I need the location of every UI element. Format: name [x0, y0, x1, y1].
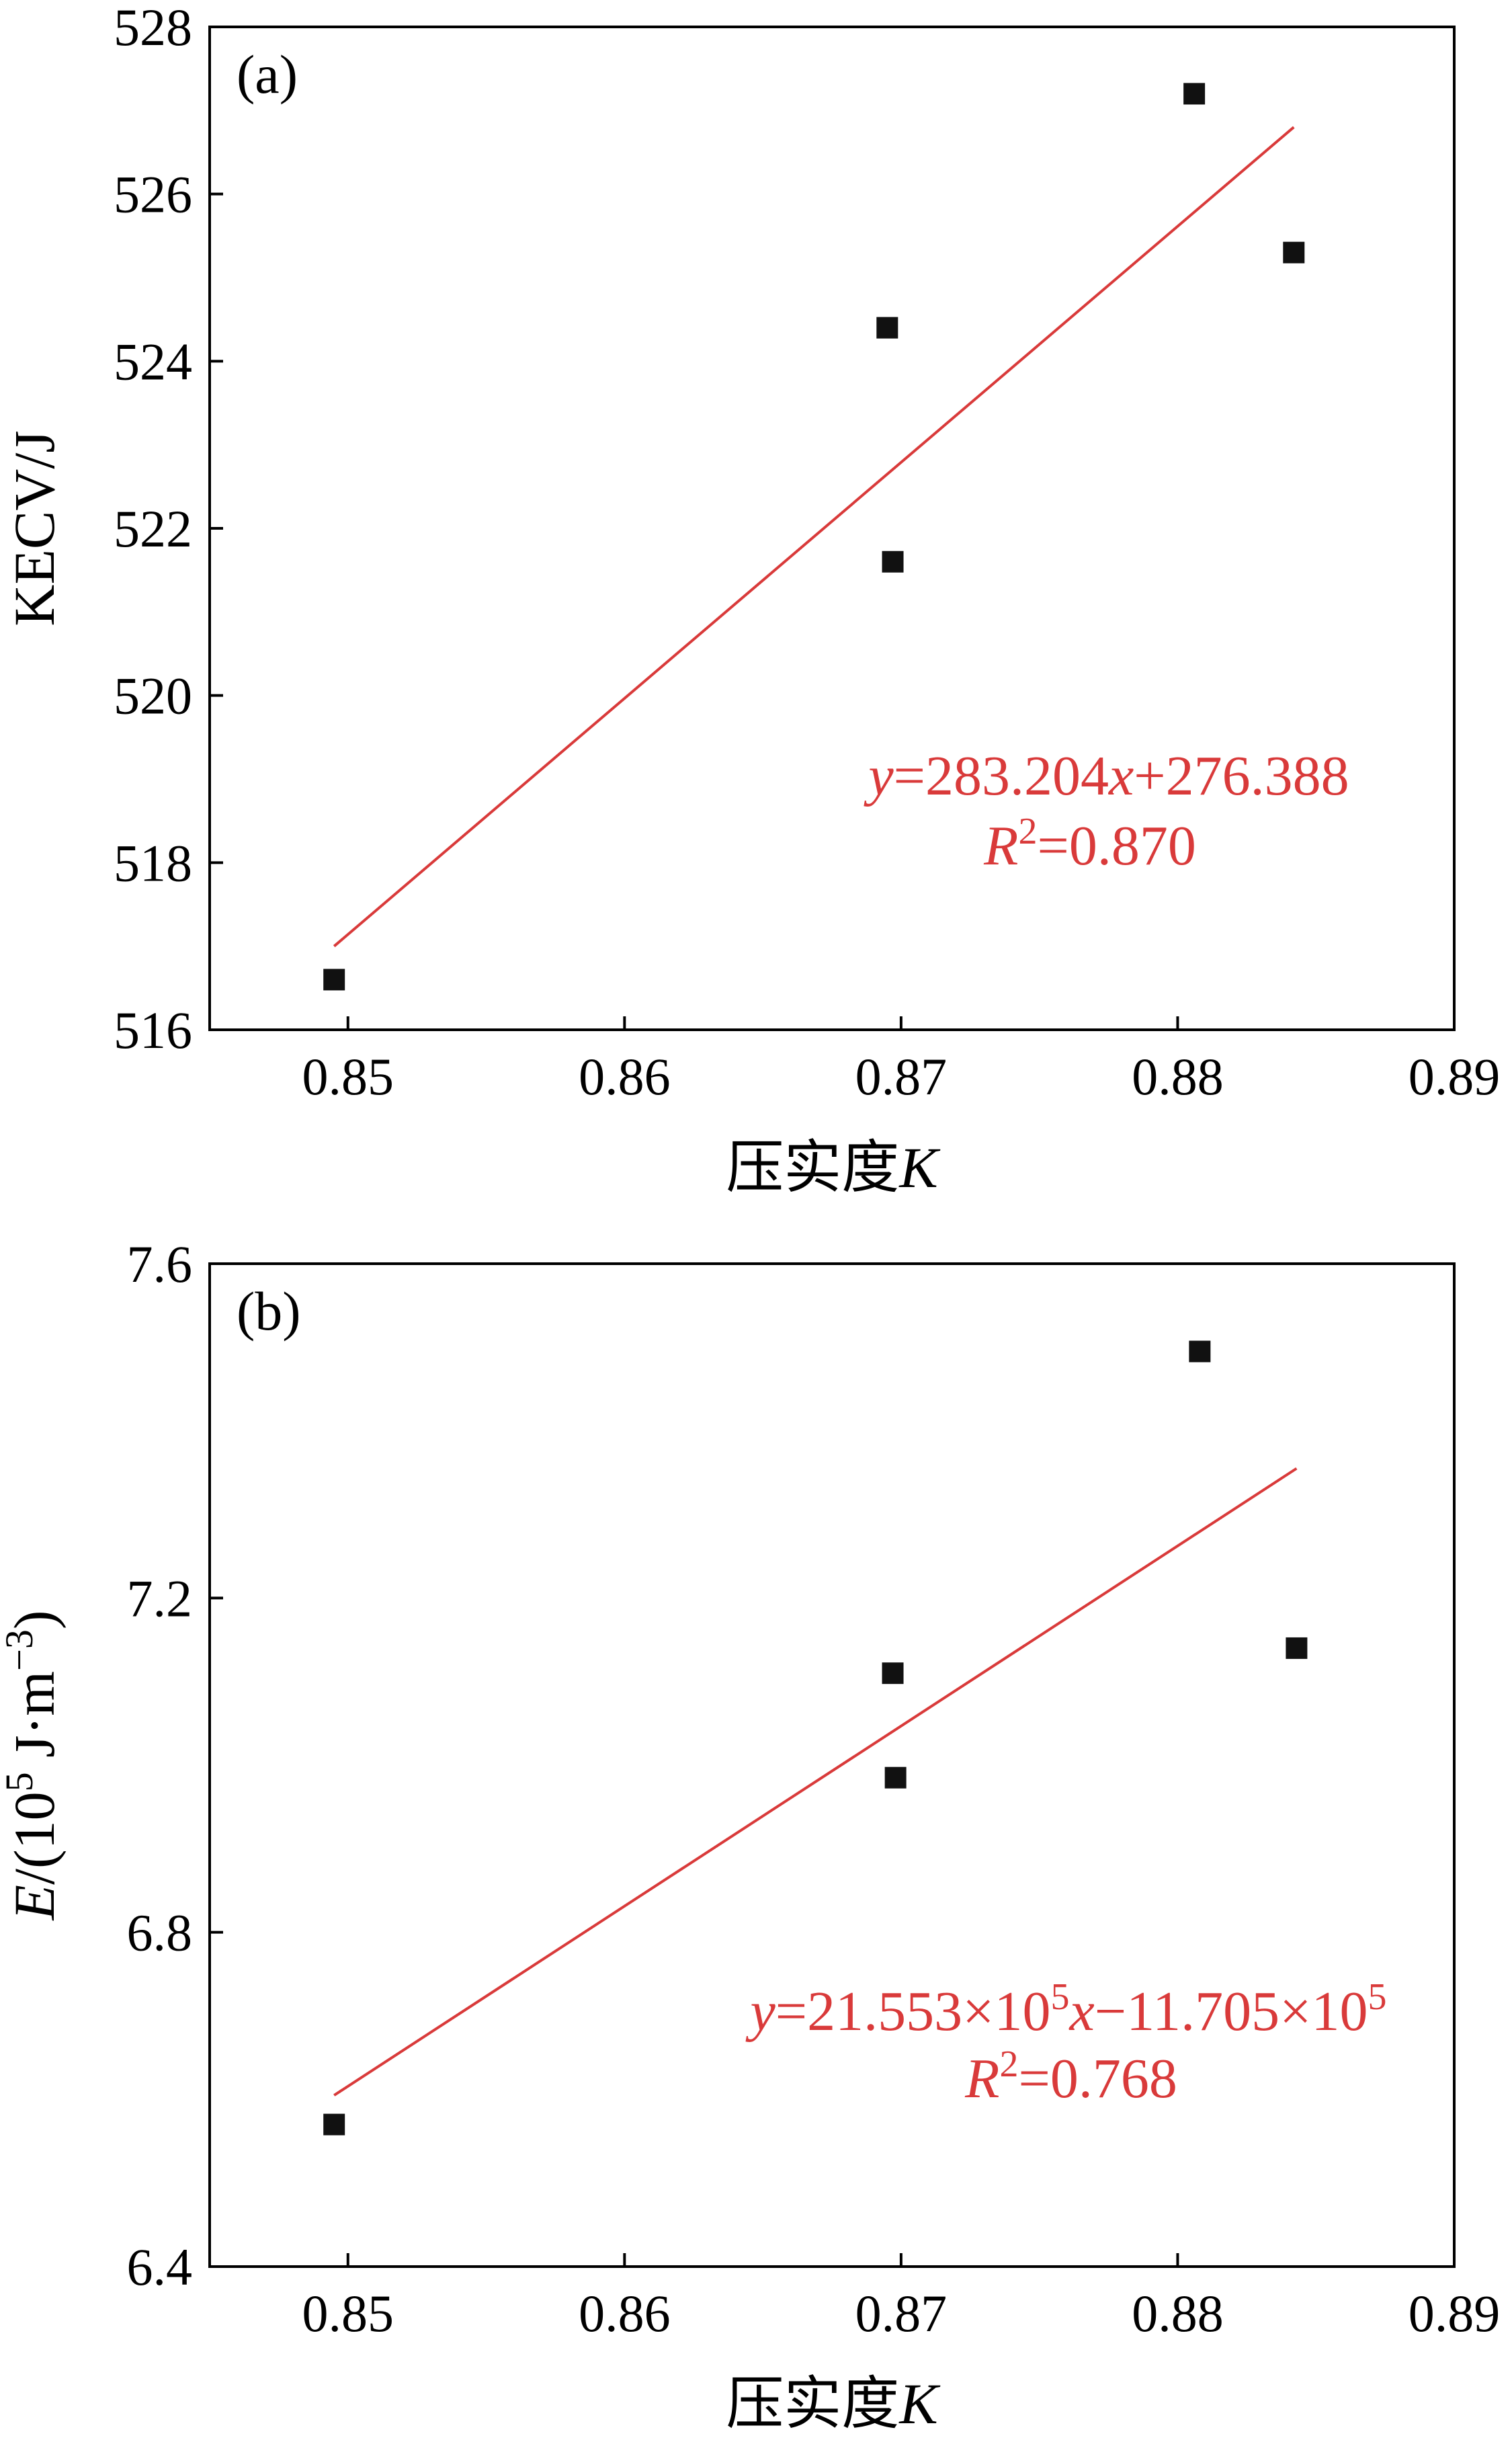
fit-line-b	[333, 1467, 1298, 2097]
r-squared-b: R2=0.768	[964, 2043, 1177, 2110]
fit-line-segment-a	[333, 126, 1295, 948]
panel-b: 0.85 0.86 0.87 0.88 0.89 6.4 6.8 7.2 7.6 (b) 压实…	[0, 1235, 1500, 2436]
y-tick-label-a-4: 524	[114, 332, 192, 391]
r-squared-a: R2=0.870	[983, 811, 1196, 877]
points-b	[323, 1340, 1308, 2136]
y-tick-label-a-1: 518	[114, 834, 192, 892]
fit-line-a	[333, 126, 1295, 948]
x-tick-label-b-1: 0.86	[579, 2284, 671, 2343]
y-tick-label-b-3: 7.6	[127, 1235, 193, 1293]
panel-a: 0.85 0.86 0.87 0.88 0.89 5165185205225245265…	[2, 0, 1500, 1200]
data-point-b-3	[1189, 1340, 1211, 1363]
panel-label-a: (a)	[237, 44, 298, 105]
ticks-b	[210, 1262, 1456, 2268]
y-tick-labels-b: 6.4 6.8 7.2 7.6	[127, 1235, 193, 2296]
data-point-a-3	[1183, 83, 1206, 105]
y-tick-label-a-6: 528	[114, 0, 192, 56]
data-point-b-0	[323, 2113, 345, 2136]
y-axis-label-a: KECV/J	[2, 430, 67, 626]
ticks-a	[210, 26, 1456, 1031]
x-tick-label-a-0: 0.85	[302, 1047, 394, 1106]
x-tick-label-b-0: 0.85	[302, 2284, 394, 2343]
panel-label-b: (b)	[237, 1281, 301, 1342]
x-axis-label-b: 压实度K	[726, 2371, 941, 2436]
fit-equation-a: y=283.204x+276.388	[863, 745, 1349, 807]
data-point-b-2	[884, 1766, 907, 1789]
y-tick-label-a-5: 526	[114, 165, 192, 224]
x-tick-labels-a: 0.85 0.86 0.87 0.88 0.89	[302, 1047, 1501, 1106]
x-axis-label-a: 压实度K	[726, 1135, 941, 1200]
data-point-a-4	[1283, 241, 1305, 263]
y-axis-label-b: E/(105 J·m−3)	[0, 1611, 67, 1922]
plot-frame-a	[208, 26, 1456, 1031]
data-point-b-1	[882, 1662, 904, 1684]
y-tick-label-b-2: 7.2	[127, 1569, 193, 1627]
data-point-a-2	[882, 551, 904, 573]
y-tick-labels-a: 516 518 520 522 524 526 528	[114, 0, 192, 1059]
x-tick-label-a-3: 0.88	[1132, 1047, 1224, 1106]
points-a	[323, 83, 1305, 991]
y-tick-label-b-1: 6.8	[127, 1904, 193, 1962]
plot-frame-b	[208, 1262, 1456, 2268]
x-tick-label-a-2: 0.87	[855, 1047, 948, 1106]
x-tick-label-a-1: 0.86	[579, 1047, 671, 1106]
y-tick-label-b-0: 6.4	[127, 2238, 193, 2296]
x-tick-labels-b: 0.85 0.86 0.87 0.88 0.89	[302, 2284, 1501, 2343]
y-tick-label-a-3: 522	[114, 499, 192, 558]
fit-equation-b: y=21.553×105x−11.705×105	[745, 1976, 1387, 2043]
x-tick-label-b-2: 0.87	[855, 2284, 948, 2343]
data-point-a-1	[876, 317, 898, 339]
x-tick-label-a-4: 0.89	[1409, 1047, 1501, 1106]
y-tick-label-a-2: 520	[114, 667, 192, 725]
y-tick-label-a-0: 516	[114, 1001, 192, 1059]
x-tick-label-b-3: 0.88	[1132, 2284, 1224, 2343]
data-point-b-4	[1286, 1637, 1308, 1659]
data-point-a-0	[323, 969, 345, 991]
x-tick-label-b-4: 0.89	[1409, 2284, 1501, 2343]
fit-line-segment-b	[333, 1467, 1298, 2097]
